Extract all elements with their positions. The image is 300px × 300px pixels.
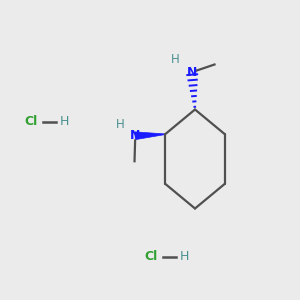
Text: Cl: Cl	[144, 250, 157, 263]
Text: H: H	[59, 115, 69, 128]
Text: H: H	[116, 118, 125, 131]
Text: H: H	[179, 250, 189, 263]
Text: H: H	[171, 53, 180, 66]
Polygon shape	[135, 132, 165, 140]
Text: N: N	[187, 65, 197, 79]
Text: N: N	[130, 129, 140, 142]
Text: Cl: Cl	[24, 115, 37, 128]
